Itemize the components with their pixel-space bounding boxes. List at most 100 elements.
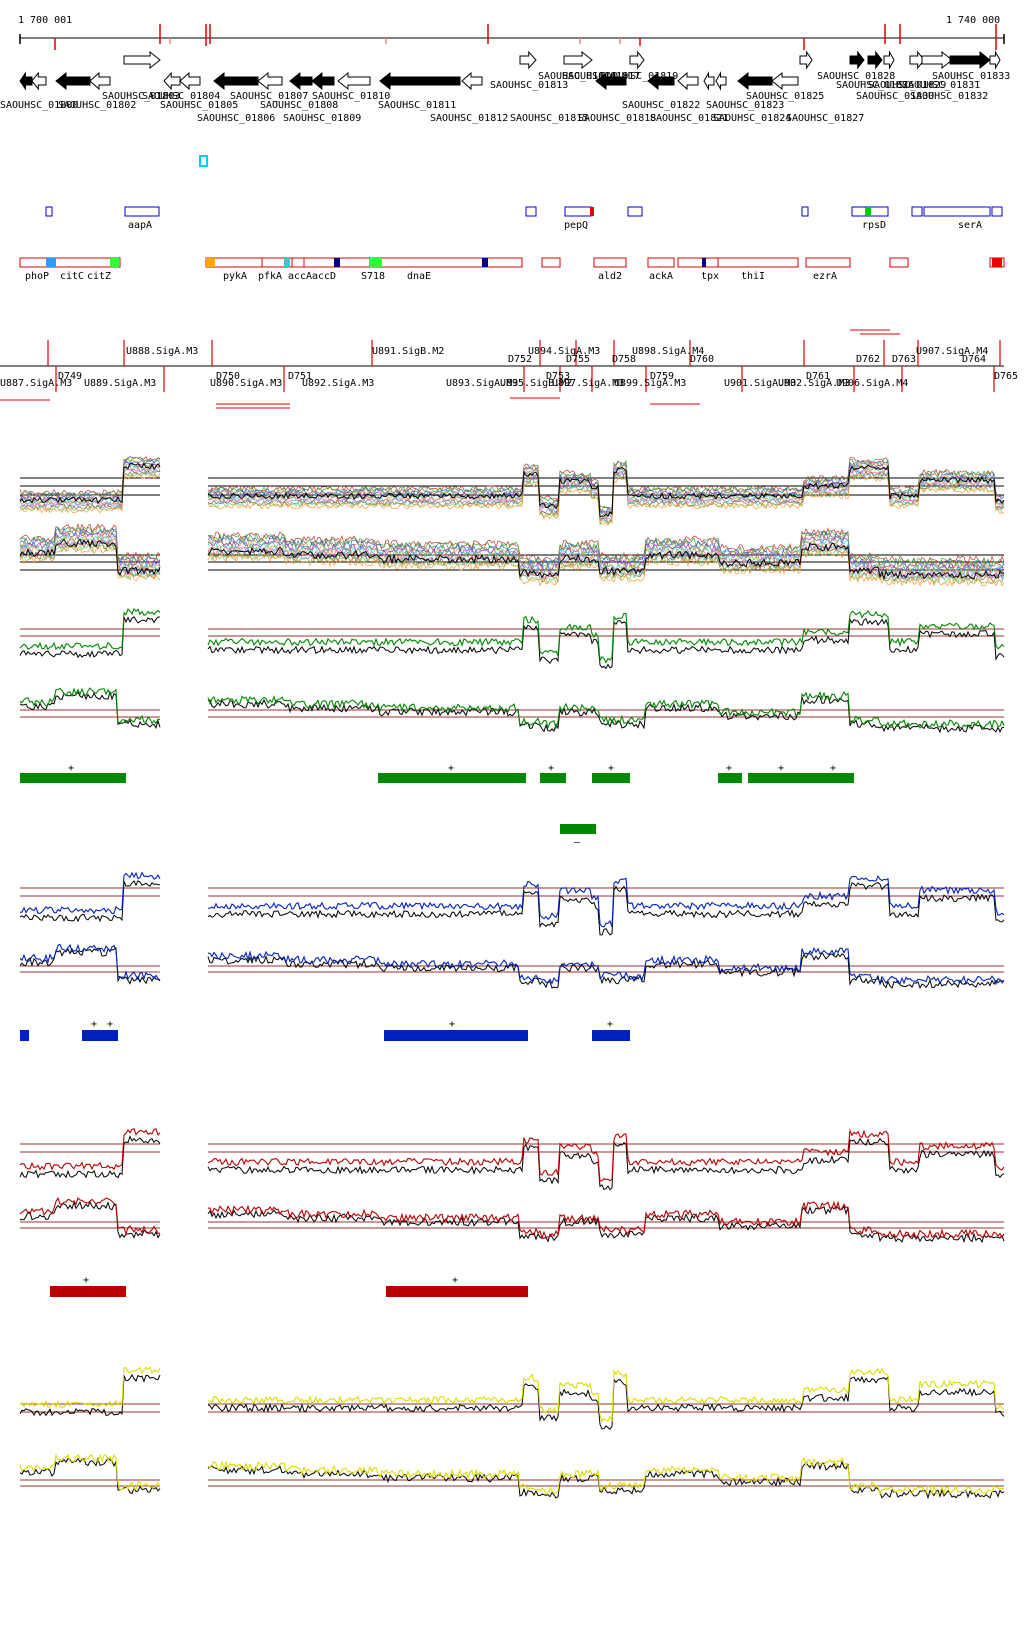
- red-feature-box: [703, 257, 719, 268]
- yellow-profile-reverse: [19, 1453, 1005, 1500]
- feature-highlight: [110, 258, 119, 267]
- profile-trace: [207, 946, 1005, 986]
- segment-label: U898.SigA.M4: [632, 346, 704, 357]
- blue-feature-box: [911, 206, 923, 217]
- reference-trace: [19, 1373, 161, 1417]
- significance-bar: [378, 773, 526, 783]
- gene-label: SAOUHSC_01807: [230, 91, 308, 102]
- multi-condition-profiles-reverse: [19, 522, 1005, 588]
- green-profile-reverse: [19, 687, 1005, 734]
- bar-mark: +: [726, 763, 732, 774]
- profile-trace: [19, 943, 161, 981]
- gene-label: SAOUHSC_01827: [786, 113, 864, 124]
- gene-arrow: [909, 50, 925, 70]
- profile-trace: [207, 1367, 1005, 1423]
- segment-label: D750: [216, 371, 240, 382]
- condition-trace: [208, 527, 1005, 565]
- feature-label-pfkA: pfkA: [258, 271, 282, 282]
- significance-bar: [20, 773, 126, 783]
- segment-label: D758: [612, 354, 636, 365]
- segment-label: D755: [566, 354, 590, 365]
- blue-feature-box: [851, 206, 867, 217]
- segment-label: U902.SigA.M3: [778, 378, 850, 389]
- blue-feature-track: [45, 206, 1003, 217]
- segment-labels-upper: U888.SigA.M3 U891.SigB.M2 D752 U894.SigA…: [126, 346, 988, 365]
- bar-mark: +: [452, 1275, 458, 1286]
- condition-trace: [19, 522, 161, 561]
- gene-labels-row2: SAOUHSC_01806 SAOUHSC_01809 SAOUHSC_0181…: [197, 113, 864, 124]
- red-feature-box: [541, 257, 561, 268]
- red-feature-box: [717, 257, 799, 268]
- feature-label-thiI: thiI: [741, 271, 765, 282]
- feature-label-accA: accA: [288, 271, 312, 282]
- gene-label: SAOUHSC_01823: [706, 100, 784, 111]
- significance-bar: [50, 1286, 126, 1297]
- segment-label: D752: [508, 354, 532, 365]
- feature-label-dnaE: dnaE: [407, 271, 431, 282]
- segment-label: U906.SigA.M4: [836, 378, 908, 389]
- red-feature-box: [371, 257, 523, 268]
- significance-bar: [592, 1030, 630, 1041]
- condition-trace: [19, 456, 161, 498]
- red-feature-box: [19, 257, 121, 268]
- gene-label: SAOUHSC_01805: [160, 100, 238, 111]
- gene-label: SAOUHSC_01803: [102, 91, 180, 102]
- blue-feature-box: [923, 206, 991, 217]
- bar-mark: +: [448, 763, 454, 774]
- feature-label-aapA: aapA: [128, 220, 152, 231]
- bar-mark: +: [548, 763, 554, 774]
- segment-label: U897.SigA.M3: [552, 378, 624, 389]
- gene-arrow: [989, 50, 1001, 70]
- feature-label-accD: accD: [312, 271, 336, 282]
- gene-arrow: [921, 50, 953, 70]
- bar-mark: +: [607, 1019, 613, 1030]
- reference-trace: [19, 690, 161, 730]
- feature-label-phoP: phoP: [25, 271, 49, 282]
- gene-label: SAOUHSC_01828: [817, 71, 895, 82]
- green-profile-forward: [19, 607, 1005, 670]
- gene-arrow: [213, 71, 259, 91]
- gene-label: SAOUHSC_01824: [713, 113, 791, 124]
- reference-trace: [207, 951, 1005, 990]
- gene-label: SAOUHSC_01814: [538, 71, 616, 82]
- reference-trace: [207, 1137, 1005, 1191]
- gene-label: SAOUHSC_01826: [836, 80, 914, 91]
- feature-label-serA: serA: [958, 220, 982, 231]
- reference-trace: [207, 1460, 1005, 1500]
- red-profile-forward: [19, 1128, 1005, 1191]
- condition-trace: [207, 539, 1005, 577]
- segment-label: U907.SigA.M4: [916, 346, 988, 357]
- gene-label: SAOUHSC_01829: [868, 80, 946, 91]
- feature-highlight: [992, 258, 1002, 267]
- condition-trace: [19, 458, 161, 499]
- reference-trace: [19, 880, 161, 923]
- segment-label: U895.SigB.M2: [500, 378, 572, 389]
- reference-trace: [207, 882, 1005, 936]
- reference-trace: [19, 1135, 161, 1179]
- gene-label: SAOUHSC_01808: [260, 100, 338, 111]
- blue-bar-marks: + + + +: [91, 1019, 613, 1030]
- red-feature-box: [647, 257, 675, 268]
- condition-trace: [207, 464, 1005, 518]
- significance-bar: [592, 773, 630, 783]
- condition-trace: [19, 464, 161, 506]
- segment-label: U888.SigA.M3: [126, 346, 198, 357]
- feature-highlight: [334, 258, 340, 267]
- gene-arrow: [55, 71, 91, 91]
- red-feature-box: [291, 257, 305, 268]
- condition-trace: [207, 547, 1005, 586]
- condition-trace: [207, 548, 1005, 588]
- gene-arrow: [123, 50, 161, 70]
- bar-mark: +: [608, 763, 614, 774]
- gene-label: SAOUHSC_01821: [650, 113, 728, 124]
- condition-trace: [19, 462, 161, 505]
- feature-label-tpx: tpx: [701, 271, 719, 282]
- red-feature-box: [805, 257, 851, 268]
- significance-bar: [718, 773, 742, 783]
- condition-trace: [19, 462, 161, 505]
- segment-label: U892.SigA.M3: [302, 378, 374, 389]
- feature-highlight: [206, 258, 215, 267]
- feature-label-ezrA: ezrA: [813, 271, 837, 282]
- gene-arrow: [519, 50, 537, 70]
